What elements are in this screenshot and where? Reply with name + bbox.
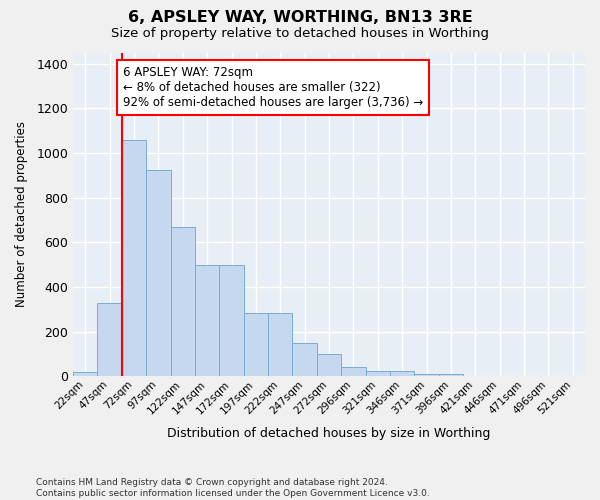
Bar	[73, 372, 97, 376]
Bar	[439, 374, 463, 376]
Bar	[195, 264, 220, 376]
Bar	[341, 368, 365, 376]
Text: 6 APSLEY WAY: 72sqm
← 8% of detached houses are smaller (322)
92% of semi-detach: 6 APSLEY WAY: 72sqm ← 8% of detached hou…	[123, 66, 423, 109]
Text: Size of property relative to detached houses in Worthing: Size of property relative to detached ho…	[111, 28, 489, 40]
Bar	[220, 264, 244, 376]
Bar	[170, 226, 195, 376]
Bar	[268, 312, 292, 376]
Bar	[365, 372, 390, 376]
Bar	[415, 374, 439, 376]
Text: Contains HM Land Registry data © Crown copyright and database right 2024.
Contai: Contains HM Land Registry data © Crown c…	[36, 478, 430, 498]
Y-axis label: Number of detached properties: Number of detached properties	[15, 122, 28, 308]
X-axis label: Distribution of detached houses by size in Worthing: Distribution of detached houses by size …	[167, 427, 491, 440]
Bar	[244, 312, 268, 376]
Bar	[292, 343, 317, 376]
Bar	[97, 302, 122, 376]
Text: 6, APSLEY WAY, WORTHING, BN13 3RE: 6, APSLEY WAY, WORTHING, BN13 3RE	[128, 10, 472, 25]
Bar	[317, 354, 341, 376]
Bar	[146, 170, 170, 376]
Bar	[122, 140, 146, 376]
Bar	[390, 372, 415, 376]
